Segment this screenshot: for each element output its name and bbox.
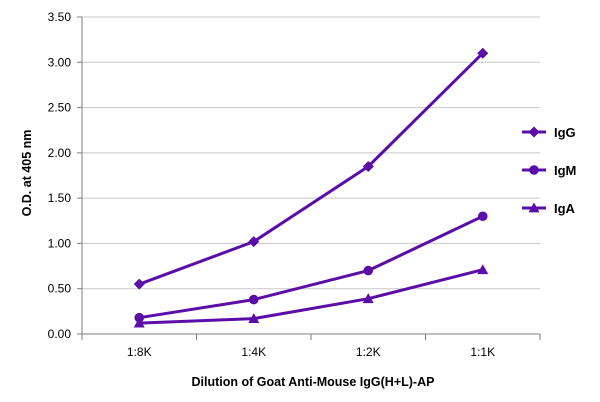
data-point: [363, 265, 374, 276]
legend-swatch-marker: [528, 202, 540, 213]
y-tick-label: 0.50: [48, 282, 72, 296]
y-tick-label: 3.50: [48, 10, 72, 24]
series-layer: [133, 47, 489, 328]
x-tick-label: 1:2K: [356, 345, 381, 359]
legend-item-igm: IgM: [522, 163, 576, 178]
legend-label: IgA: [554, 201, 576, 216]
data-point: [248, 236, 260, 248]
grid-lines: [77, 16, 540, 335]
y-tick-label: 1.00: [48, 236, 72, 250]
x-tick-label: 1:8K: [127, 345, 152, 359]
y-tick-label: 2.50: [48, 101, 72, 115]
data-point: [477, 264, 489, 275]
series-line: [139, 214, 484, 320]
y-tick-label: 0.00: [48, 327, 72, 341]
data-point: [362, 293, 374, 304]
data-point: [362, 160, 374, 172]
data-point: [477, 211, 488, 222]
x-tick-label: 1:1K: [470, 345, 495, 359]
series-iga: [133, 264, 489, 328]
legend-label: IgG: [554, 125, 576, 140]
data-point: [133, 278, 145, 290]
y-axis-tick-labels: 0.00 0.50 1.00 1.50 2.00 2.50 3.00 3.50: [48, 10, 72, 341]
legend-swatch-marker: [528, 126, 540, 138]
legend-swatch-marker: [529, 165, 539, 175]
y-tick-label: 1.50: [48, 191, 72, 205]
legend-label: IgM: [554, 163, 576, 178]
data-point: [248, 313, 260, 324]
y-tick-label: 2.00: [48, 146, 72, 160]
x-axis-ticks: [81, 334, 541, 340]
y-axis-title: O.D. at 405 nm: [20, 130, 34, 217]
data-point: [477, 47, 489, 59]
legend: IgG IgM IgA: [522, 125, 576, 216]
x-tick-label: 1:4K: [241, 345, 266, 359]
series-line: [139, 268, 484, 325]
legend-item-iga: IgA: [522, 201, 576, 216]
series-igg: [133, 47, 489, 290]
series-line: [138, 52, 484, 286]
data-point: [248, 294, 259, 305]
series-igm: [134, 211, 488, 323]
legend-item-igg: IgG: [522, 125, 576, 140]
y-tick-label: 3.00: [48, 55, 72, 69]
data-point: [133, 317, 145, 328]
x-axis-title: Dilution of Goat Anti-Mouse IgG(H+L)-AP: [192, 375, 435, 389]
x-axis-tick-labels: 1:8K 1:4K 1:2K 1:1K: [127, 345, 495, 359]
